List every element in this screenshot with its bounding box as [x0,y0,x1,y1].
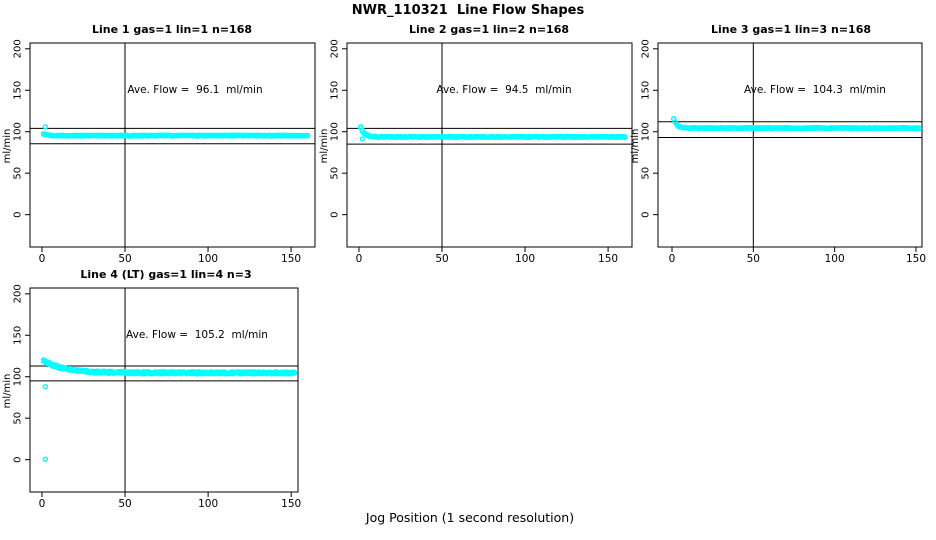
reference-lines [30,43,315,247]
outlier-point [42,384,48,390]
svg-text:100: 100 [515,253,535,265]
panel-4-ave-flow-annotation: Ave. Flow = 105.2 ml/min [126,329,268,341]
svg-text:150: 150 [13,81,24,100]
svg-text:0: 0 [669,253,676,265]
svg-text:100: 100 [825,253,845,265]
y-axis-ticks: 0 50 100 150 200 [13,39,30,218]
series-points [357,124,628,142]
svg-text:50: 50 [118,498,131,510]
svg-text:100: 100 [13,367,24,386]
svg-text:100: 100 [13,122,24,141]
svg-text:0: 0 [330,211,341,217]
x-axis-ticks: 0 50 100 150 [39,492,301,510]
reference-lines [30,288,298,492]
panel-4-title: Line 4 (LT) gas=1 lin=4 n=3 [80,268,252,281]
series-points [40,124,311,139]
svg-text:150: 150 [281,498,301,510]
x-axis-label: Jog Position (1 second resolution) [365,510,575,525]
panel-4-plot: 0 50 100 150 0 50 100 150 200 [13,284,302,510]
svg-text:50: 50 [13,412,24,425]
series-points [670,115,922,132]
plot-box [29,42,316,248]
svg-text:100: 100 [641,122,652,141]
svg-text:200: 200 [13,284,24,303]
y-axis-ticks: 0 50 100 150 200 [330,39,347,218]
x-axis-ticks: 0 50 100 150 [39,247,301,265]
svg-text:0: 0 [641,211,652,217]
y-axis-ticks: 0 50 100 150 200 [641,39,658,218]
outlier-point [359,136,365,142]
svg-text:100: 100 [330,122,341,141]
panel-1-ave-flow-annotation: Ave. Flow = 96.1 ml/min [127,84,263,96]
plot-box [29,287,299,493]
svg-text:0: 0 [356,253,363,265]
svg-text:0: 0 [39,498,46,510]
panel-2-plot: 0 50 100 150 0 50 100 150 200 [330,39,633,265]
plot-box [346,42,633,248]
plot-box [657,42,923,248]
panel-2-title: Line 2 gas=1 lin=2 n=168 [408,23,570,36]
svg-text:150: 150 [641,81,652,100]
series-points [40,357,298,462]
svg-text:0: 0 [39,253,46,265]
svg-text:50: 50 [435,253,448,265]
svg-text:100: 100 [198,498,218,510]
svg-text:50: 50 [641,167,652,180]
outlier-point [42,124,48,130]
svg-text:150: 150 [281,253,301,265]
svg-text:50: 50 [330,167,341,180]
svg-text:200: 200 [641,39,652,58]
svg-text:200: 200 [330,39,341,58]
panel-3-plot: 0 50 100 150 0 50 100 150 200 [641,39,927,265]
panel-1-plot: 0 50 100 150 0 50 100 150 200 [13,39,316,265]
svg-text:100: 100 [198,253,218,265]
y-axis-ticks: 0 50 100 150 200 [13,284,30,463]
svg-text:150: 150 [598,253,618,265]
panel-2-ave-flow-annotation: Ave. Flow = 94.5 ml/min [436,84,572,96]
panel-3-title: Line 3 gas=1 lin=3 n=168 [710,23,872,36]
main-title: NWR_110321 Line Flow Shapes [351,3,585,18]
reference-lines [658,43,922,247]
svg-text:150: 150 [906,253,926,265]
x-axis-ticks: 0 50 100 150 [356,247,618,265]
panel-3-ave-flow-annotation: Ave. Flow = 104.3 ml/min [744,84,886,96]
svg-text:50: 50 [13,167,24,180]
svg-text:50: 50 [118,253,131,265]
svg-text:150: 150 [13,326,24,345]
x-axis-ticks: 0 50 100 150 [669,247,926,265]
outlier-point [42,456,48,462]
svg-text:50: 50 [747,253,760,265]
svg-text:0: 0 [13,211,24,217]
reference-lines [347,43,632,247]
svg-text:200: 200 [13,39,24,58]
panel-1-title: Line 1 gas=1 lin=1 n=168 [91,23,253,36]
svg-text:150: 150 [330,81,341,100]
svg-text:0: 0 [13,456,24,462]
